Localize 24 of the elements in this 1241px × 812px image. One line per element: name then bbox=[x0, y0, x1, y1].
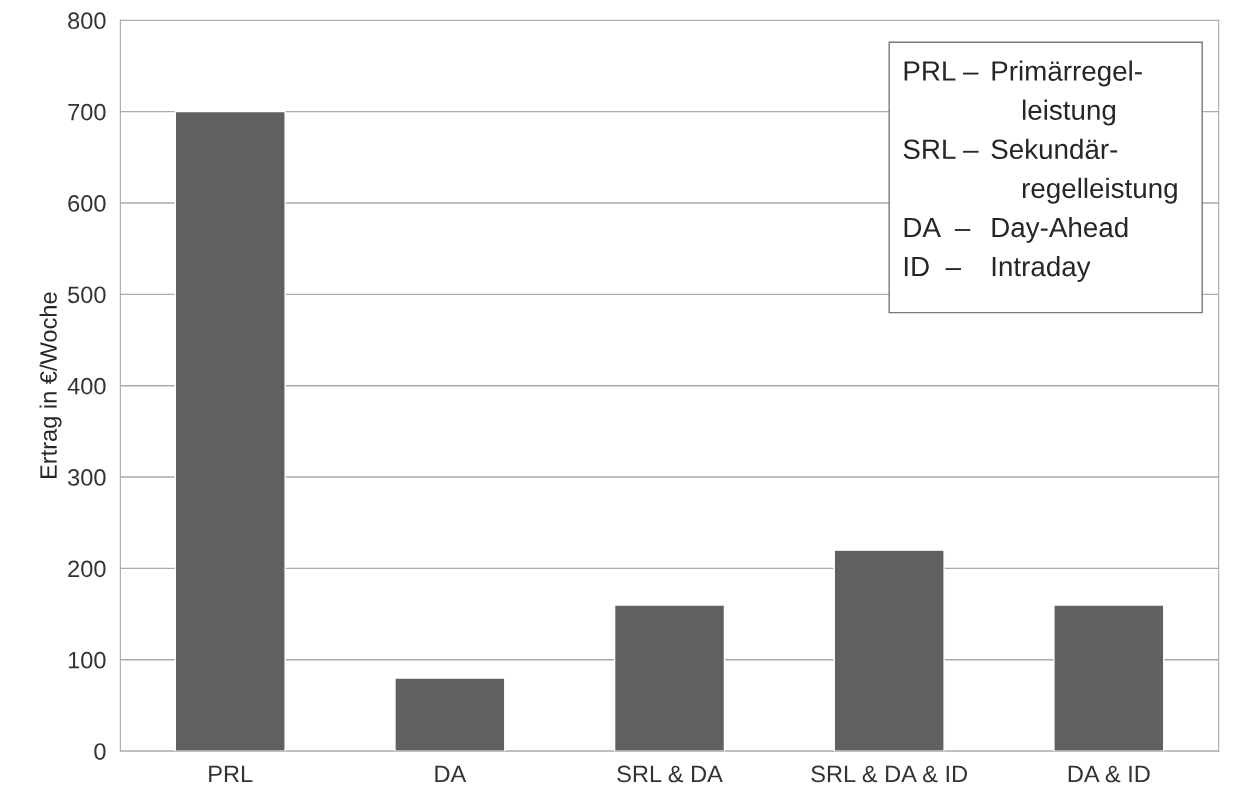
y-tick-label: 100 bbox=[68, 651, 106, 669]
y-axis-title: Ertrag in €/Woche bbox=[39, 292, 62, 479]
x-tick-label: SRL & DA & ID bbox=[811, 765, 967, 783]
x-tick-label: DA & ID bbox=[1068, 765, 1150, 783]
y-tick-label: 200 bbox=[68, 560, 106, 578]
y-tick-label: 800 bbox=[68, 12, 106, 30]
bar bbox=[174, 110, 286, 752]
bar bbox=[833, 549, 945, 752]
y-tick-label: 300 bbox=[68, 469, 106, 486]
x-tick-label: DA bbox=[435, 765, 467, 783]
bar bbox=[613, 604, 726, 752]
bar bbox=[1053, 604, 1165, 752]
annotation: DA – Day-Ahead bbox=[904, 216, 1128, 243]
y-tick-label: 600 bbox=[68, 195, 106, 212]
y-tick-label: 400 bbox=[67, 377, 106, 395]
annotation: SRL – Sekundär- regelleistung bbox=[903, 138, 1177, 204]
y-tick-label: 500 bbox=[68, 286, 106, 304]
annotation: ID – Intraday bbox=[904, 255, 1091, 282]
y-tick-label: 700 bbox=[68, 103, 106, 121]
x-tick-label: PRL bbox=[209, 765, 253, 783]
bar bbox=[394, 677, 506, 752]
y-tick-label: 0 bbox=[94, 743, 106, 760]
x-tick-label: SRL & DA bbox=[617, 765, 723, 783]
annotation: PRL – Primärregel- leistung bbox=[904, 60, 1142, 126]
